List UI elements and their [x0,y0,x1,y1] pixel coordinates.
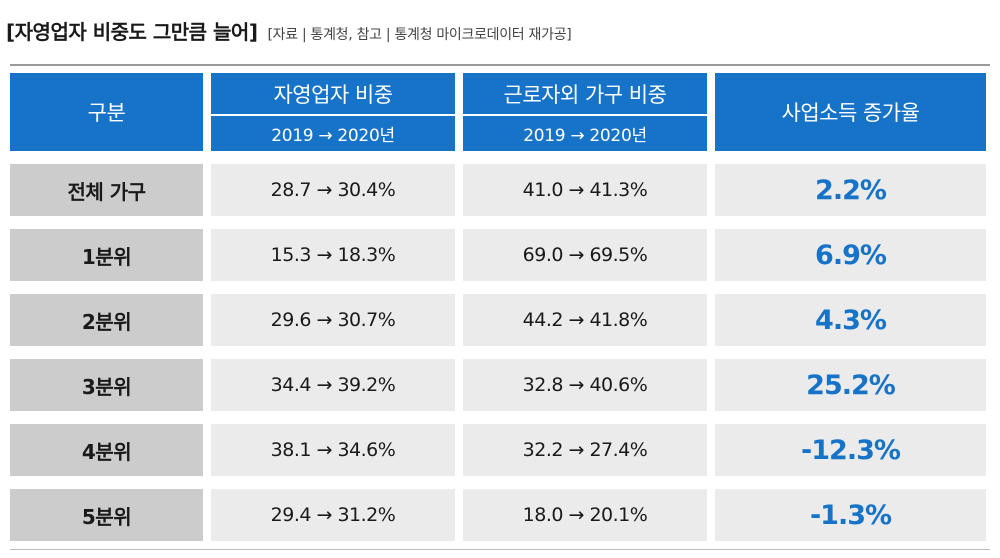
row-label-1: 1분위 [10,229,203,281]
row-label-4: 4분위 [10,424,203,476]
source-note: [자료 | 통계청, 참고 | 통계청 마이크로데이터 재가공] [267,27,572,43]
row-label-0: 전체 가구 [10,164,203,216]
nonworker-share-0: 41.0 → 41.3% [463,164,707,216]
title-bar: [자영업자 비중도 그만큼 늘어] [자료 | 통계청, 참고 | 통계청 마이… [6,16,572,46]
bottom-divider [10,549,990,550]
column-header-1: 자영업자 비중 [211,73,455,114]
self-employed-share-2: 29.6 → 30.7% [211,294,455,346]
column-header-2: 근로자외 가구 비중 [463,73,707,114]
column-header-3: 사업소득 증가율 [715,73,986,151]
nonworker-share-2: 44.2 → 41.8% [463,294,707,346]
business-income-growth-3: 25.2% [715,359,986,411]
row-label-5: 5분위 [10,489,203,541]
self-employed-share-4: 38.1 → 34.6% [211,424,455,476]
business-income-growth-5: -1.3% [715,489,986,541]
self-employed-share-5: 29.4 → 31.2% [211,489,455,541]
column-subheader-1: 2019 → 2020년 [211,116,455,151]
column-subheader-2: 2019 → 2020년 [463,116,707,151]
self-employed-share-0: 28.7 → 30.4% [211,164,455,216]
column-header-0: 구분 [10,73,203,151]
business-income-growth-1: 6.9% [715,229,986,281]
self-employed-share-3: 34.4 → 39.2% [211,359,455,411]
row-label-3: 3분위 [10,359,203,411]
business-income-growth-0: 2.2% [715,164,986,216]
nonworker-share-1: 69.0 → 69.5% [463,229,707,281]
nonworker-share-3: 32.8 → 40.6% [463,359,707,411]
business-income-growth-4: -12.3% [715,424,986,476]
self-employed-share-1: 15.3 → 18.3% [211,229,455,281]
top-divider [10,64,990,66]
nonworker-share-5: 18.0 → 20.1% [463,489,707,541]
chart-title: [자영업자 비중도 그만큼 늘어] [6,20,258,44]
business-income-growth-2: 4.3% [715,294,986,346]
row-label-2: 2분위 [10,294,203,346]
nonworker-share-4: 32.2 → 27.4% [463,424,707,476]
